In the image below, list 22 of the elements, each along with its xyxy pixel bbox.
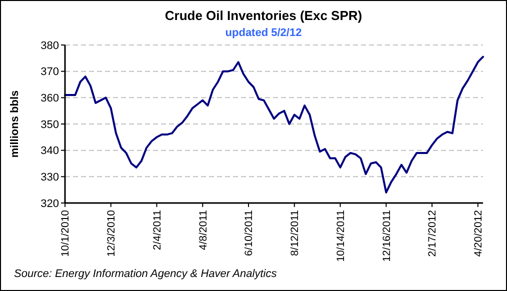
y-tick-label: 360: [40, 92, 59, 105]
y-tick-label: 320: [40, 198, 59, 210]
x-tick-label: 12/16/2011: [380, 210, 393, 262]
x-tick-label: 6/10/2011: [243, 210, 256, 256]
y-tick-label: 330: [40, 172, 59, 184]
y-tick-label: 370: [40, 66, 59, 78]
x-tick-label: 10/14/2011: [334, 210, 347, 262]
x-tick-label: 4/20/2012: [472, 210, 485, 257]
x-tick-label: 12/3/2010: [106, 210, 118, 257]
chart-title: Crude Oil Inventories (Exc SPR): [164, 8, 362, 23]
x-tick-label: 4/8/2011: [197, 210, 210, 250]
chart-subtitle: updated 5/2/12: [225, 27, 302, 39]
line-series: [64, 56, 484, 194]
y-tick-label: 380: [40, 40, 59, 52]
y-tick-label: 340: [40, 145, 59, 158]
y-tick-label: 350: [40, 118, 59, 131]
source-note: Source: Energy Information Agency & Haver Analytics: [14, 268, 278, 280]
x-tick-label: 8/12/2011: [289, 210, 302, 256]
x-tick-label: 10/1/2010: [60, 210, 72, 257]
x-tick-label: 2/4/2011: [151, 210, 164, 250]
y-axis-title: millions bbls: [9, 90, 21, 158]
x-tick-label: 2/17/2012: [426, 210, 439, 257]
